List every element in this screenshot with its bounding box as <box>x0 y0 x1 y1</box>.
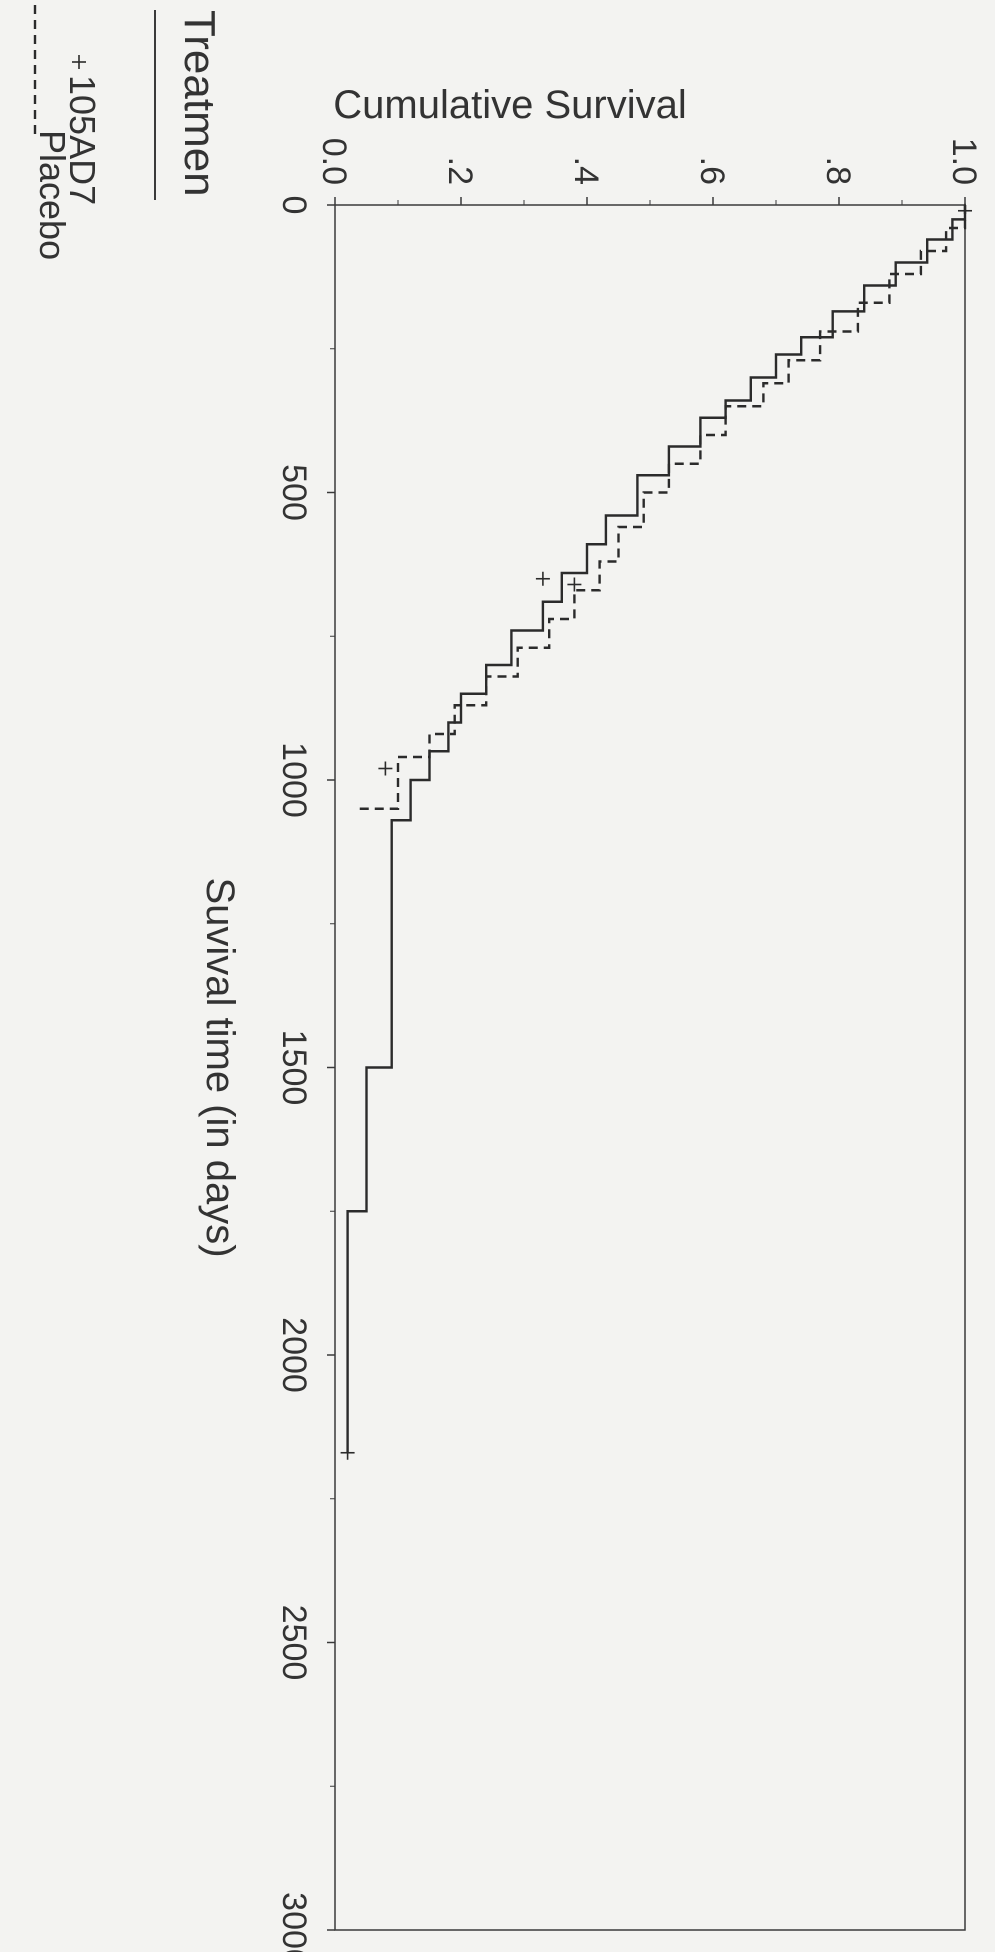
plot-frame <box>334 204 966 1931</box>
y-tick-label: .6 <box>693 157 731 185</box>
axes-layer: 0 500 1000 1500 2000 2500 3000 0.0 .2 .4 .6 .8 1.0 Su… <box>198 83 983 1952</box>
series-placebo <box>353 205 967 810</box>
x-tick-label: 1500 <box>275 1030 313 1106</box>
x-tick-label: 2000 <box>275 1317 313 1393</box>
y-tick-label: .4 <box>567 157 605 185</box>
x-axis-label: Suvival time (in days) <box>198 877 242 1257</box>
y-tick-label: 1.0 <box>945 138 983 185</box>
y-tick-label: 0.0 <box>315 138 353 185</box>
x-tick-label: 500 <box>275 464 313 521</box>
y-tick-label: .8 <box>819 157 857 185</box>
legend-title: Treatmen <box>175 10 224 197</box>
x-tick-label: 3000 <box>275 1892 313 1952</box>
series-105ad7 <box>340 203 972 1460</box>
series-line <box>353 205 967 810</box>
legend-entry-label: 105AD7 <box>62 75 103 205</box>
x-tick-label: 1000 <box>275 742 313 818</box>
x-tick-label: 0 <box>275 196 313 215</box>
y-tick-label: .2 <box>441 157 479 185</box>
series-line <box>346 205 967 1453</box>
x-tick-label: 2500 <box>275 1605 313 1681</box>
y-axis-label: Cumulative Survival <box>333 83 686 127</box>
legend-entry-label: Placebo <box>32 130 73 260</box>
series-layer <box>340 203 972 1460</box>
